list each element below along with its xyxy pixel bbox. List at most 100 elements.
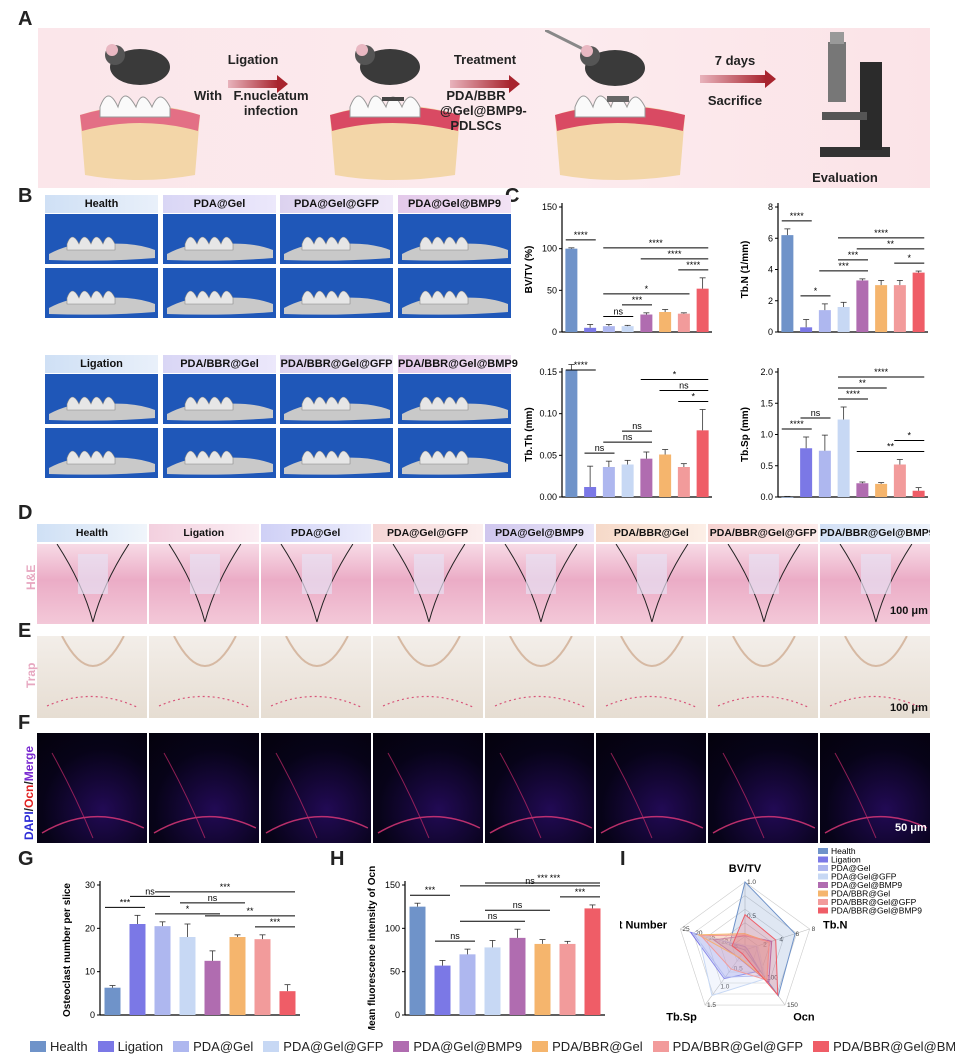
- radar-legend-label: PDA@Gel@BMP9: [831, 880, 902, 890]
- bar-Health: [409, 906, 426, 1015]
- bar-PDA@Gel@BMP9: [509, 937, 526, 1015]
- legend-swatch: [652, 1040, 669, 1052]
- y-tick-label: 0: [552, 327, 557, 337]
- radar-tick-label: 1.5: [707, 1002, 716, 1009]
- significance-label: ***: [550, 873, 561, 883]
- y-tick-label: 100: [542, 244, 557, 254]
- significance-label: ****: [649, 238, 664, 248]
- legend-item: Health: [30, 1039, 88, 1054]
- histology-group-label: PDA@Gel@GFP: [372, 524, 483, 542]
- microct-label: PDA@Gel: [163, 195, 276, 213]
- microct-image: [45, 268, 158, 318]
- significance-label: ***: [575, 887, 586, 897]
- bar-Health: [565, 370, 578, 497]
- legend-swatch: [813, 1040, 830, 1052]
- microct-image: [280, 214, 393, 264]
- bar-PDA/BBR@Gel: [875, 285, 888, 332]
- significance-label: ***: [632, 295, 643, 305]
- step2-sub: PDA/BBR @Gel@BMP9- PDLSCs: [440, 88, 527, 133]
- radar-legend-swatch: [818, 907, 828, 914]
- bar-PDA@Gel@BMP9: [856, 483, 869, 497]
- significance-label: *: [645, 284, 649, 294]
- microct-image: [280, 268, 393, 318]
- radar-axis-label: Tb.Sp: [666, 1011, 697, 1023]
- fluorescence-image: [484, 733, 595, 843]
- arrow-icon: [450, 75, 520, 93]
- bar-PDA@Gel@GFP: [179, 937, 196, 1015]
- row-label-he: H&E: [24, 564, 38, 590]
- significance-label: ****: [790, 419, 805, 429]
- radar-legend-swatch: [818, 873, 828, 880]
- step1-sub-bacteria: F.nucleatum: [233, 88, 309, 103]
- he-stain-image: [372, 544, 483, 624]
- significance-label: *: [907, 253, 911, 263]
- bar-PDA@Gel: [602, 326, 615, 332]
- legend-label: Ligation: [117, 1038, 164, 1054]
- radar-tick-label: 0.5: [747, 913, 756, 920]
- bar-PDA@Gel: [818, 310, 831, 332]
- microct-label: PDA@Gel@GFP: [280, 195, 393, 213]
- microct-label: Ligation: [45, 355, 158, 373]
- radar-tick-label: 4: [779, 936, 783, 943]
- fluorescence-image: [596, 733, 707, 843]
- significance-label: ns: [450, 931, 460, 941]
- radar-legend-label: PDA@Gel@GFP: [831, 872, 897, 882]
- he-stain-image: [708, 544, 819, 624]
- y-tick-label: 0.05: [539, 450, 557, 460]
- y-tick-label: 30: [85, 880, 95, 890]
- scalebar-he: 100 μm: [890, 605, 928, 617]
- step1-title: Ligation: [227, 52, 279, 67]
- histology-group-label: PDA@Gel: [260, 524, 371, 542]
- arrow-icon: [700, 70, 776, 88]
- bar-Ligation: [584, 487, 597, 497]
- merge-label: Merge: [22, 745, 36, 782]
- radar-tick-label: 1.0: [747, 879, 756, 886]
- bar-PDA/BBR@Gel: [659, 312, 672, 332]
- scalebar-trap: 100 μm: [890, 702, 928, 714]
- step3-title: 7 days: [714, 53, 756, 68]
- radar-tick-label: 8: [812, 926, 816, 933]
- significance-label: ns: [488, 911, 498, 921]
- radar-tick-label: 10: [721, 939, 729, 946]
- radar-tick-label: 150: [787, 1002, 798, 1009]
- y-tick-label: 50: [547, 285, 557, 295]
- bar-Health: [781, 235, 794, 332]
- legend-swatch: [30, 1040, 46, 1052]
- y-tick-label: 0.10: [539, 409, 557, 419]
- y-tick-label: 100: [385, 923, 400, 933]
- y-tick-label: 4: [768, 265, 773, 275]
- significance-label: ***: [838, 261, 849, 271]
- panel-label-h: H: [330, 848, 345, 870]
- significance-label: ns: [525, 876, 535, 886]
- radar-axis-label: BV/TV: [729, 863, 762, 875]
- y-tick-label: 0.00: [539, 492, 557, 502]
- step1-sub-infection: infection: [243, 103, 299, 118]
- panel-label-g: G: [18, 848, 34, 870]
- histology-group-label: Health: [37, 524, 147, 542]
- bar-PDA/BBR@Gel@GFP: [677, 313, 690, 332]
- legend-label: PDA/BBR@Gel@BMP9: [833, 1038, 955, 1054]
- y-axis-label: Tb.Th (mm): [524, 407, 535, 461]
- bar-PDA/BBR@Gel@GFP: [559, 943, 576, 1015]
- radar-axis-label: Tb.N: [823, 920, 847, 932]
- significance-label: **: [859, 378, 867, 388]
- radar-tick-label: 20: [695, 930, 703, 937]
- significance-label: ns: [811, 408, 821, 418]
- significance-label: ****: [574, 360, 589, 370]
- histology-group-label: PDA@Gel@BMP9: [484, 524, 595, 542]
- legend-swatch: [173, 1040, 190, 1052]
- evaluation-label: Evaluation: [812, 170, 878, 185]
- radar-tick-label: 25: [682, 926, 690, 933]
- trap-stain-image: [596, 636, 707, 718]
- he-stain-image: [148, 544, 259, 624]
- legend-item: PDA@Gel: [173, 1039, 253, 1054]
- bar-PDA@Gel: [602, 467, 615, 497]
- y-tick-label: 8: [768, 202, 773, 212]
- panel-label-b: B: [18, 185, 33, 207]
- radar-legend-swatch: [818, 899, 828, 905]
- radar-tick-label: 1.0: [720, 984, 729, 991]
- panel-label-d: D: [18, 502, 33, 524]
- significance-label: ****: [846, 389, 861, 399]
